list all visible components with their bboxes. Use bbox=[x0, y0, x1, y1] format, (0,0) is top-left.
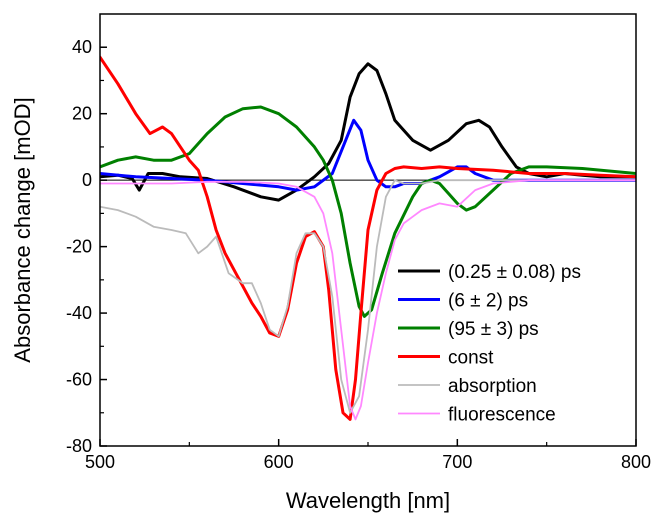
x-tick-label: 700 bbox=[442, 452, 472, 472]
y-tick-label: -40 bbox=[66, 303, 92, 323]
x-tick-label: 500 bbox=[85, 452, 115, 472]
y-tick-label: -60 bbox=[66, 370, 92, 390]
y-tick-label: 40 bbox=[72, 37, 92, 57]
series-line-const bbox=[100, 55, 636, 421]
legend-label: (95 ± 3) ps bbox=[448, 319, 539, 340]
legend-label: (0.25 ± 0.08) ps bbox=[448, 262, 581, 283]
legend-label: fluorescence bbox=[448, 405, 556, 426]
y-tick-label: 20 bbox=[72, 104, 92, 124]
legend-label: (6 ± 2) ps bbox=[448, 291, 528, 312]
y-axis-title: Absorbance change [mOD] bbox=[10, 97, 35, 362]
ticks-layer: 500 600 700 800 -80 -60 -40 -20 0 20 40 bbox=[66, 37, 651, 472]
series-layer bbox=[100, 55, 636, 421]
y-tick-label: -20 bbox=[66, 237, 92, 257]
legend-label: absorption bbox=[448, 376, 537, 397]
x-axis-title: Wavelength [nm] bbox=[286, 488, 450, 513]
y-tick-label: -80 bbox=[66, 436, 92, 456]
legend-label: const bbox=[448, 348, 494, 369]
x-tick-label: 800 bbox=[621, 452, 651, 472]
series-line-95-3-ps bbox=[100, 105, 636, 318]
x-tick-label: 600 bbox=[264, 452, 294, 472]
y-tick-label: 0 bbox=[82, 170, 92, 190]
series-line-fluorescence bbox=[100, 179, 636, 421]
legend: (0.25 ± 0.08) ps (6 ± 2) ps (95 ± 3) ps con… bbox=[398, 262, 581, 426]
series-line-absorption bbox=[100, 179, 636, 414]
